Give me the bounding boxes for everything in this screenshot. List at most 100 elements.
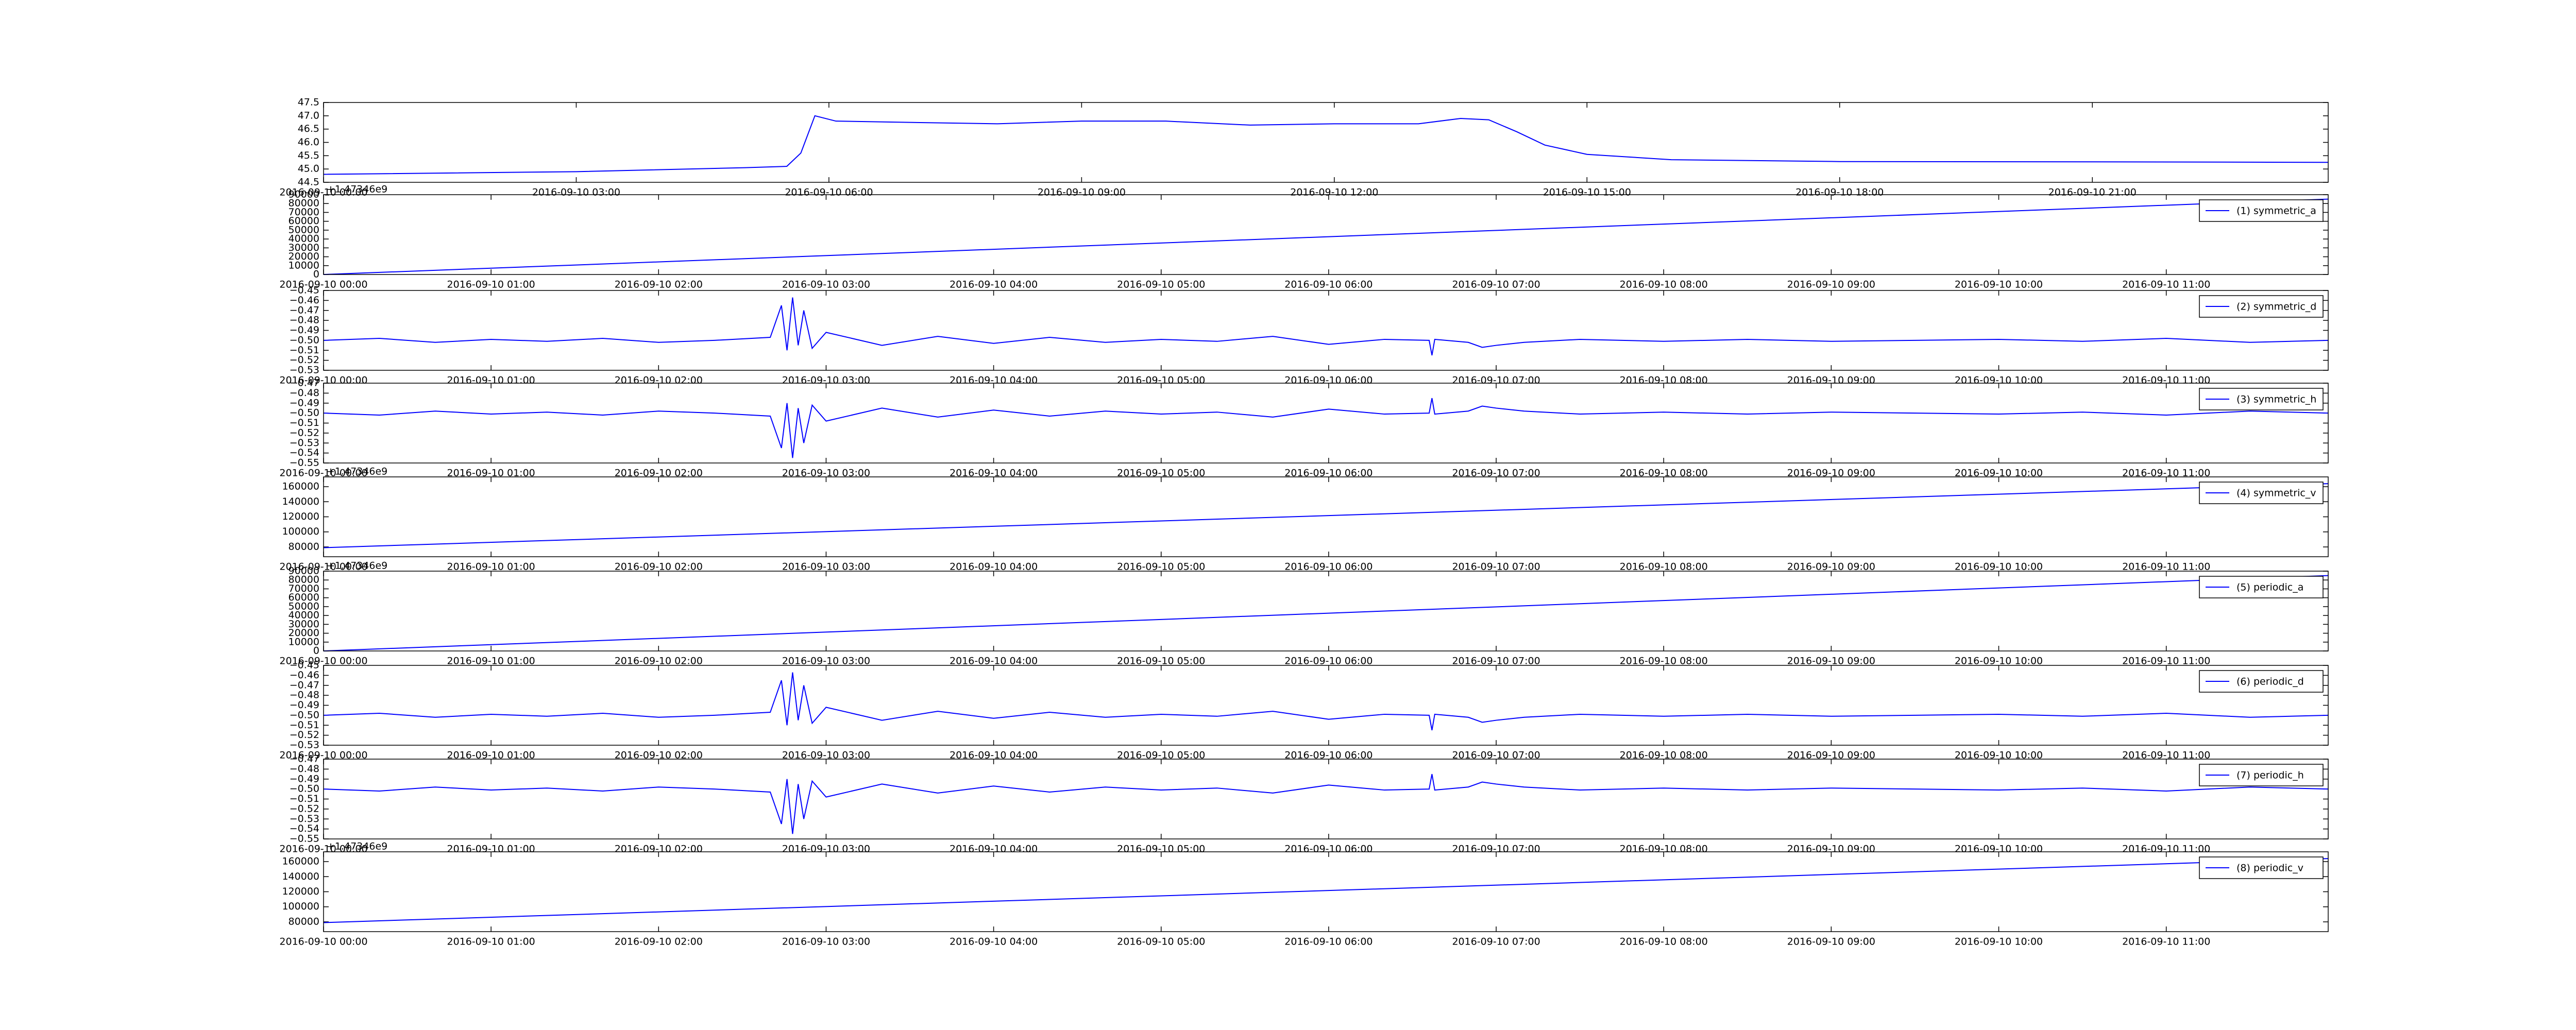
y-tick-label: −0.51 — [290, 345, 319, 356]
x-tick-label: 2016-09-10 08:00 — [1620, 656, 1708, 667]
x-tick-label: 2016-09-10 07:00 — [1452, 561, 1540, 573]
data-line — [323, 398, 2329, 458]
x-tick-label: 2016-09-10 09:00 — [1787, 656, 1875, 667]
legend-label: (1) symmetric_a — [2236, 205, 2316, 217]
x-tick-label: 2016-09-10 18:00 — [1795, 187, 1884, 198]
x-tick-label: 2016-09-10 03:00 — [782, 561, 870, 573]
y-tick-label: 60000 — [289, 215, 319, 227]
x-tick-label: 2016-09-10 00:00 — [279, 750, 367, 761]
legend-label: (6) periodic_d — [2236, 676, 2304, 688]
x-tick-label: 2016-09-10 00:00 — [279, 279, 367, 290]
offset-label: +1.47346e9 — [327, 184, 387, 195]
y-tick-label: 0 — [313, 645, 319, 657]
x-tick-label: 2016-09-10 10:00 — [1955, 656, 2043, 667]
y-tick-label: −0.50 — [290, 783, 319, 795]
x-tick-label: 2016-09-10 08:00 — [1620, 468, 1708, 479]
y-tick-label: −0.53 — [290, 813, 319, 825]
y-tick-label: 160000 — [282, 856, 319, 867]
x-tick-label: 2016-09-10 06:00 — [1284, 561, 1372, 573]
x-tick-label: 2016-09-10 02:00 — [615, 279, 703, 290]
y-tick-label: −0.49 — [290, 324, 319, 336]
y-tick-label: 140000 — [282, 871, 319, 882]
y-tick-label: 30000 — [289, 619, 319, 630]
x-tick-label: 2016-09-10 03:00 — [532, 187, 620, 198]
y-tick-label: −0.45 — [290, 285, 319, 296]
x-tick-label: 2016-09-10 05:00 — [1117, 468, 1205, 479]
legend-label: (5) periodic_a — [2236, 582, 2303, 593]
x-tick-label: 2016-09-10 07:00 — [1452, 936, 1540, 948]
x-tick-label: 2016-09-10 00:00 — [279, 468, 367, 479]
y-tick-label: −0.51 — [290, 793, 319, 804]
x-tick-label: 2016-09-10 08:00 — [1620, 279, 1708, 290]
y-tick-label: −0.54 — [290, 823, 319, 834]
x-tick-label: 2016-09-10 05:00 — [1117, 936, 1205, 948]
legend-label: (3) symmetric_h — [2236, 394, 2316, 405]
y-tick-label: −0.52 — [290, 427, 319, 438]
y-tick-label: 50000 — [289, 600, 319, 612]
axes-frame — [323, 290, 2329, 371]
y-tick-label: −0.49 — [290, 773, 319, 784]
data-line — [323, 483, 2329, 548]
y-tick-label: −0.48 — [290, 315, 319, 326]
x-tick-label: 2016-09-10 15:00 — [1543, 187, 1631, 198]
y-tick-label: −0.52 — [290, 803, 319, 814]
x-tick-label: 2016-09-10 07:00 — [1452, 279, 1540, 290]
x-tick-label: 2016-09-10 11:00 — [2122, 468, 2210, 479]
x-tick-label: 2016-09-10 01:00 — [447, 561, 535, 573]
x-tick-label: 2016-09-10 07:00 — [1452, 468, 1540, 479]
y-tick-label: −0.47 — [290, 753, 319, 765]
data-line — [323, 297, 2329, 356]
x-tick-label: 2016-09-10 08:00 — [1620, 561, 1708, 573]
y-tick-label: 90000 — [289, 565, 319, 577]
x-tick-label: 2016-09-10 11:00 — [2122, 936, 2210, 948]
y-tick-label: −0.50 — [290, 709, 319, 720]
y-tick-label: −0.48 — [290, 690, 319, 701]
y-tick-label: 20000 — [289, 251, 319, 262]
x-tick-label: 2016-09-10 09:00 — [1038, 187, 1126, 198]
offset-label: +1.47346e9 — [327, 466, 387, 477]
y-tick-label: 100000 — [282, 901, 319, 912]
x-tick-label: 2016-09-10 09:00 — [1787, 561, 1875, 573]
y-tick-label: −0.46 — [290, 295, 319, 306]
y-tick-label: −0.45 — [290, 660, 319, 671]
y-tick-label: 70000 — [289, 583, 319, 594]
x-tick-label: 2016-09-10 10:00 — [1955, 468, 2043, 479]
x-tick-label: 2016-09-10 00:00 — [279, 656, 367, 667]
x-tick-label: 2016-09-10 08:00 — [1620, 750, 1708, 761]
x-tick-label: 2016-09-10 11:00 — [2122, 279, 2210, 290]
x-tick-label: 2016-09-10 00:00 — [279, 561, 367, 573]
x-tick-label: 2016-09-10 01:00 — [447, 468, 535, 479]
y-tick-label: 120000 — [282, 886, 319, 897]
y-tick-label: −0.47 — [290, 679, 319, 691]
y-tick-label: −0.55 — [290, 833, 319, 845]
data-line — [323, 774, 2329, 834]
x-tick-label: 2016-09-10 06:00 — [1284, 279, 1372, 290]
y-tick-label: 80000 — [289, 916, 319, 927]
x-tick-label: 2016-09-10 08:00 — [1620, 936, 1708, 948]
y-tick-label: 10000 — [289, 260, 319, 271]
x-tick-label: 2016-09-10 10:00 — [1955, 936, 2043, 948]
x-tick-label: 2016-09-10 05:00 — [1117, 656, 1205, 667]
legend-label: (4) symmetric_v — [2236, 488, 2316, 499]
x-tick-label: 2016-09-10 03:00 — [782, 936, 870, 948]
y-tick-label: 45.0 — [298, 163, 319, 175]
y-tick-label: −0.53 — [290, 365, 319, 376]
y-tick-label: −0.47 — [290, 304, 319, 316]
x-tick-label: 2016-09-10 10:00 — [1955, 750, 2043, 761]
x-tick-label: 2016-09-10 01:00 — [447, 936, 535, 948]
axes-frame — [323, 102, 2329, 183]
axes-frame — [323, 759, 2329, 839]
y-tick-label: −0.48 — [290, 387, 319, 399]
x-tick-label: 2016-09-10 07:00 — [1452, 656, 1540, 667]
y-tick-label: 47.0 — [298, 110, 319, 121]
y-tick-label: 46.5 — [298, 123, 319, 134]
axes-frame — [323, 476, 2329, 557]
y-tick-label: 44.5 — [298, 177, 319, 188]
y-tick-label: 10000 — [289, 636, 319, 647]
data-line — [323, 858, 2329, 923]
x-tick-label: 2016-09-10 09:00 — [1787, 279, 1875, 290]
x-tick-label: 2016-09-10 02:00 — [615, 656, 703, 667]
x-tick-label: 2016-09-10 04:00 — [950, 750, 1038, 761]
x-tick-label: 2016-09-10 06:00 — [1284, 468, 1372, 479]
